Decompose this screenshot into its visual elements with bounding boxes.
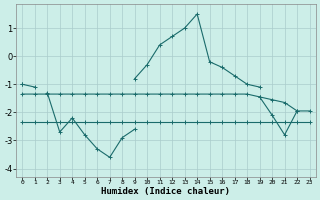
X-axis label: Humidex (Indice chaleur): Humidex (Indice chaleur) (101, 187, 230, 196)
